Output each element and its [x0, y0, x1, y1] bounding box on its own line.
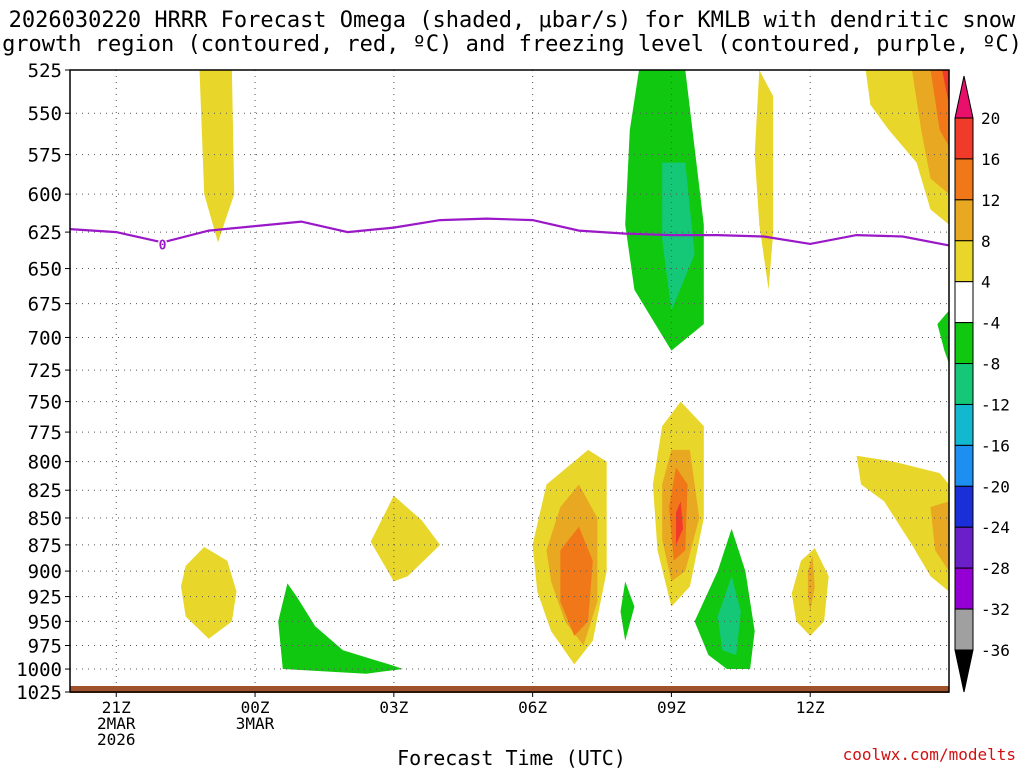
colorbar-extend-bottom	[954, 649, 974, 693]
credit-text[interactable]: coolwx.com/modelts	[842, 745, 1016, 764]
colorbar-segment-1	[954, 158, 974, 201]
y-tick-label-525: 525	[28, 60, 62, 82]
colorbar-label-12: 12	[981, 191, 1000, 210]
omega-region-sink-12z-8	[807, 555, 815, 612]
y-tick-label-600: 600	[28, 184, 62, 206]
colorbar-segment-5	[954, 322, 974, 365]
y-tick-label-650: 650	[28, 259, 62, 281]
colorbar: 20 16 12 8 4 -4 -8 -12 -16 -20 -24 -28 -32 -36	[954, 75, 1010, 693]
y-tick-label-925: 925	[28, 587, 62, 609]
x-tick-label-9-0: 06Z	[518, 698, 547, 717]
colorbar-segment-0	[954, 117, 974, 160]
y-tick-label-625: 625	[28, 222, 62, 244]
colorbar-label--24: -24	[981, 518, 1010, 537]
omega-region-sink-low-13z-8	[930, 501, 949, 572]
colorbar-segment-9	[954, 485, 974, 528]
y-tick-label-875: 875	[28, 535, 62, 557]
ground-strip	[70, 686, 949, 693]
x-tick-label-12-0: 09Z	[657, 698, 686, 717]
omega-region-sink-low-22z	[181, 547, 237, 639]
colorbar-label-16: 16	[981, 150, 1000, 169]
x-tick-label-3-1: 3MAR	[236, 714, 275, 733]
colorbar-label--36: -36	[981, 641, 1010, 660]
y-tick-label-775: 775	[28, 422, 62, 444]
colorbar-segment-11	[954, 567, 974, 610]
colorbar-label--16: -16	[981, 436, 1010, 455]
omega-region-sink-upper-13z-16	[942, 70, 949, 105]
omega-region-sink-06z-12	[560, 526, 593, 636]
y-tick-label-700: 700	[28, 327, 62, 349]
y-axis: 525 550 575 600 625 650 675 700 725 750 775 800 825 8…	[16, 60, 70, 704]
y-tick-label-900: 900	[28, 561, 62, 583]
x-tick-label-3-0: 00Z	[241, 698, 270, 717]
chart-title-line-2: growth region (contoured, red, ºC) and f…	[2, 32, 1022, 57]
freezing-level-contour: 0	[69, 217, 950, 255]
y-tick-label-850: 850	[28, 508, 62, 530]
plot-frame	[69, 69, 950, 693]
y-tick-label-725: 725	[28, 360, 62, 382]
y-tick-label-950: 950	[28, 611, 62, 633]
freezing-level-line	[69, 217, 950, 247]
omega-region-sink-upper-13z-12	[930, 70, 949, 147]
omega-region-sink-low-01z	[370, 495, 441, 582]
y-tick-label-975: 975	[28, 636, 62, 658]
colorbar-label--28: -28	[981, 559, 1010, 578]
ground-surface	[70, 686, 949, 693]
colorbar-segment-2	[954, 199, 974, 242]
colorbar-label-20: 20	[981, 109, 1000, 128]
x-tick-label-0-0: 21Z	[102, 698, 131, 717]
colorbar-segment-3	[954, 240, 974, 283]
x-tick-label-0-2: 2026	[97, 730, 136, 749]
omega-region-rise-low-00z	[278, 583, 404, 674]
omega-region-sink-09z-16	[676, 501, 683, 545]
colorbar-label-8: 8	[981, 232, 991, 251]
colorbar-label--32: -32	[981, 600, 1010, 619]
y-tick-label-800: 800	[28, 452, 62, 474]
colorbar-label-4: 4	[981, 273, 991, 292]
colorbar-segment-10	[954, 526, 974, 569]
omega-region-rise-low-10z-8	[717, 576, 741, 655]
omega-region-sink-low-13z	[856, 455, 949, 592]
colorbar-label--8: -8	[981, 355, 1000, 374]
omega-region-rise-small-08z	[620, 581, 635, 641]
colorbar-label--20: -20	[981, 477, 1010, 496]
omega-region-rise-right-edge	[937, 310, 949, 364]
y-tick-label-750: 750	[28, 392, 62, 414]
colorbar-segment-4	[954, 281, 974, 324]
colorbar-segment-8	[954, 444, 974, 487]
colorbar-label--12: -12	[981, 395, 1010, 414]
freezing-level-label: 0	[159, 238, 167, 253]
y-tick-label-550: 550	[28, 103, 62, 125]
omega-region-sink-11z	[754, 70, 774, 290]
colorbar-extend-top	[954, 75, 974, 119]
chart-title-line-1: 2026030220 HRRR Forecast Omega (shaded, …	[8, 8, 1016, 33]
x-tick-label-6-0: 03Z	[379, 698, 408, 717]
y-tick-label-825: 825	[28, 480, 62, 502]
y-tick-label-575: 575	[28, 145, 62, 167]
colorbar-segment-6	[954, 363, 974, 405]
y-tick-label-675: 675	[28, 294, 62, 316]
x-axis-label: Forecast Time (UTC)	[397, 746, 626, 768]
x-tick-label-0-1: 2MAR	[97, 714, 136, 733]
colorbar-segment-7	[954, 403, 974, 446]
colorbar-segment-12	[954, 608, 974, 651]
colorbar-label--4: -4	[981, 314, 1000, 333]
omega-region-rise-upper-08z-8	[662, 162, 695, 311]
omega-shading	[70, 70, 949, 692]
x-tick-label-15-0: 12Z	[796, 698, 825, 717]
y-tick-label-1025: 1025	[16, 682, 62, 704]
y-tick-label-1000: 1000	[16, 659, 62, 681]
